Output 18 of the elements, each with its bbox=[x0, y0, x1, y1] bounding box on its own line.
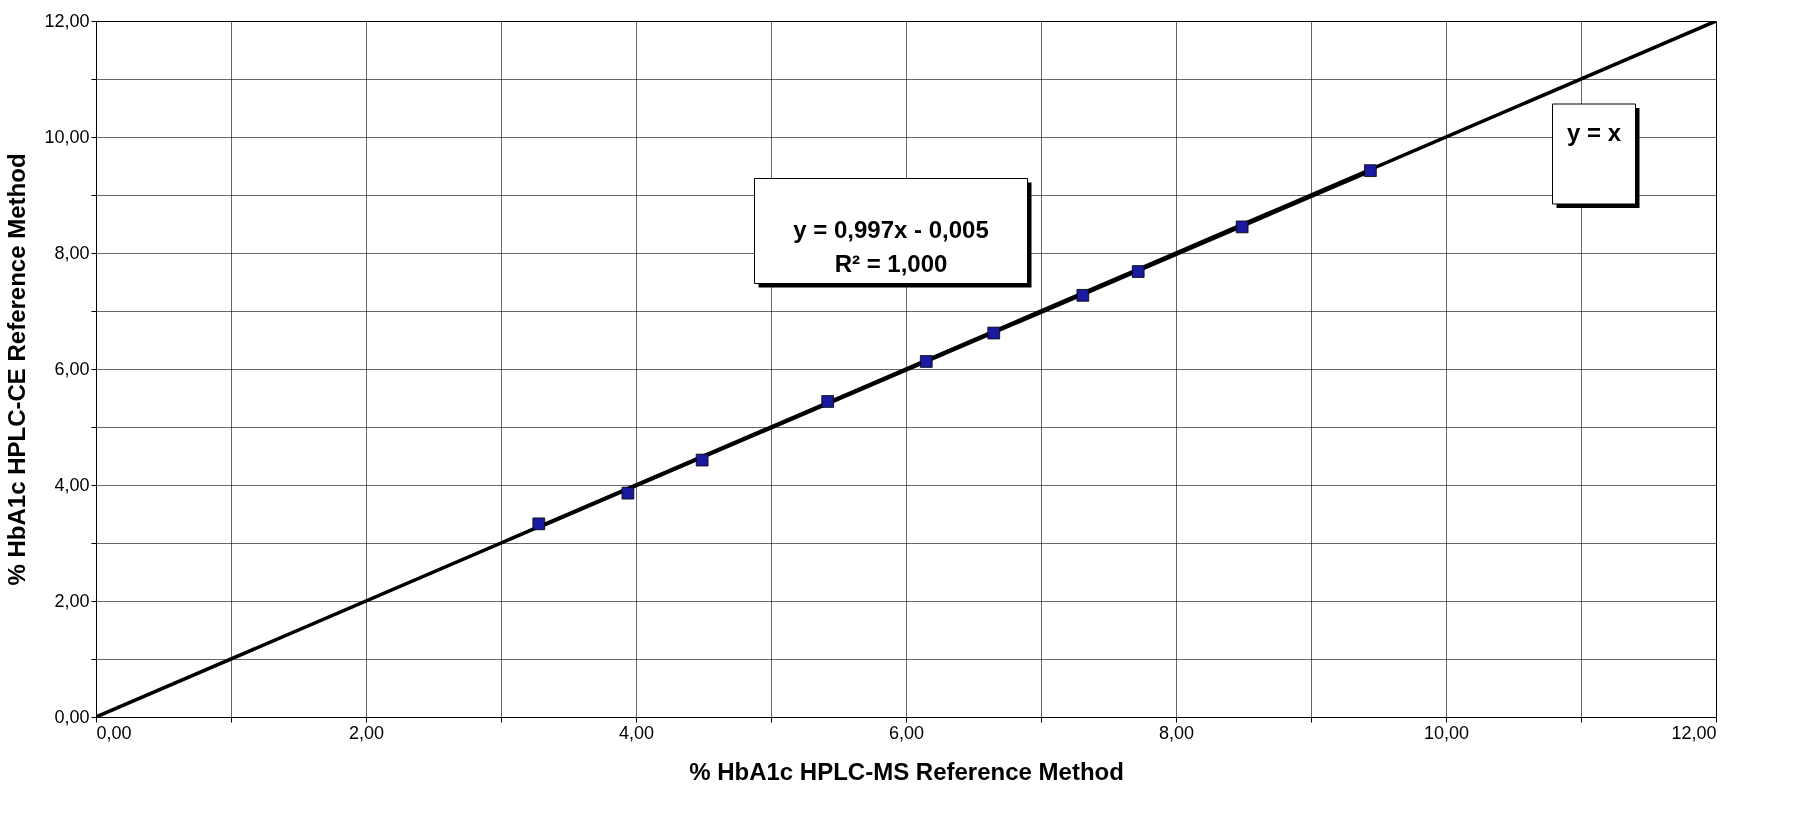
x-axis-title: % HbA1c HPLC-MS Reference Method bbox=[689, 757, 1124, 785]
annotation: y = 0,997x - 0,005 R² = 1,000 bbox=[793, 216, 989, 277]
x-tick-label: 6,00 bbox=[888, 722, 925, 743]
y-tick-label: 12,00 bbox=[44, 10, 90, 31]
x-tick-label: 4,00 bbox=[618, 722, 655, 743]
x-tick-label: 12,00 bbox=[1671, 722, 1717, 743]
y-tick-label: 4,00 bbox=[54, 474, 90, 495]
x-tick-label: 8,00 bbox=[1158, 722, 1195, 743]
x-tick-label: 2,00 bbox=[348, 722, 385, 743]
y-tick-label: 8,00 bbox=[54, 242, 90, 263]
x-tick-label: 0,00 bbox=[96, 722, 132, 743]
y-tick-label: 6,00 bbox=[54, 358, 90, 379]
y-tick-label: 10,00 bbox=[44, 126, 90, 147]
annotation: y = x bbox=[1566, 119, 1622, 146]
x-tick-label: 10,00 bbox=[1423, 722, 1470, 743]
y-axis-title: % HbA1c HPLC-CE Reference Method bbox=[3, 153, 31, 586]
y-tick-label: 2,00 bbox=[54, 590, 90, 611]
y-tick-label: 0,00 bbox=[54, 706, 90, 727]
